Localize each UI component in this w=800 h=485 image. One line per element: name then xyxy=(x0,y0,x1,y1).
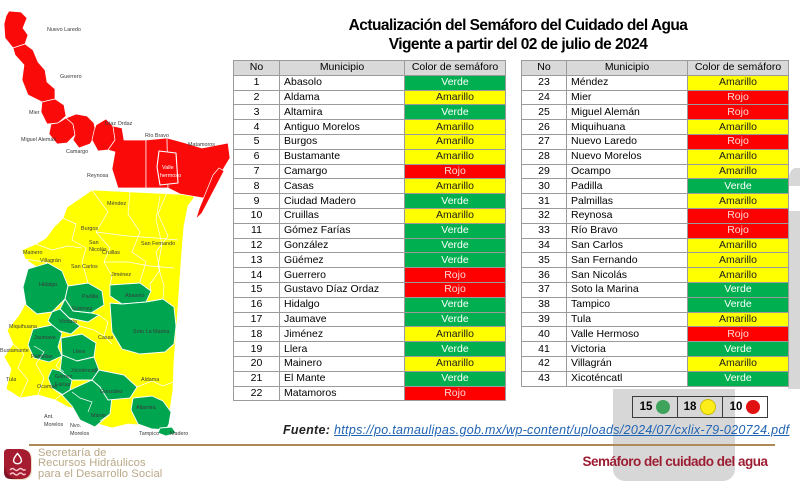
svg-text:González: González xyxy=(100,389,123,395)
svg-text:Farías: Farías xyxy=(55,382,71,388)
svg-text:Xicoténcatl: Xicoténcatl xyxy=(71,368,97,374)
svg-text:San Carlos: San Carlos xyxy=(71,264,98,270)
svg-text:Río Bravo: Río Bravo xyxy=(145,133,169,139)
svg-text:Güémez: Güémez xyxy=(72,306,93,312)
svg-text:Soto La Marina: Soto La Marina xyxy=(133,329,170,335)
svg-text:Casas: Casas xyxy=(98,335,114,341)
svg-text:Méndez: Méndez xyxy=(107,201,126,207)
svg-text:Tula: Tula xyxy=(6,377,16,383)
svg-text:Nuevo Laredo: Nuevo Laredo xyxy=(47,27,81,33)
svg-text:Guerrero: Guerrero xyxy=(60,74,82,80)
svg-text:Ocampo: Ocampo xyxy=(37,384,57,390)
svg-text:Hidalgo: Hidalgo xyxy=(39,282,57,288)
svg-text:Mante: Mante xyxy=(91,413,106,419)
svg-text:Gómez: Gómez xyxy=(55,374,73,380)
svg-text:Burgos: Burgos xyxy=(81,226,98,232)
svg-text:Bustamante: Bustamante xyxy=(0,348,29,354)
svg-text:Abasolo: Abasolo xyxy=(125,293,144,299)
svg-text:Matamoros: Matamoros xyxy=(188,142,215,148)
svg-text:Tampico: Tampico xyxy=(139,431,159,437)
svg-text:Jaumave: Jaumave xyxy=(34,335,56,341)
svg-text:Miquihuana: Miquihuana xyxy=(9,324,37,330)
svg-text:Altamira: Altamira xyxy=(136,405,156,411)
svg-text:Valle: Valle xyxy=(162,165,174,171)
svg-text:Victoria: Victoria xyxy=(59,319,77,325)
svg-text:Padilla: Padilla xyxy=(82,294,98,300)
svg-text:Reynosa: Reynosa xyxy=(87,173,108,179)
svg-text:Díaz Ordaz: Díaz Ordaz xyxy=(105,121,133,127)
svg-text:Mainero: Mainero xyxy=(23,250,42,256)
svg-text:Cruillas: Cruillas xyxy=(102,250,120,256)
svg-text:Palmillas: Palmillas xyxy=(31,354,53,360)
svg-text:Mier: Mier xyxy=(29,110,40,116)
svg-text:Villagrán: Villagrán xyxy=(40,258,61,264)
svg-text:Camargo: Camargo xyxy=(66,149,88,155)
svg-text:Nicolás: Nicolás xyxy=(89,247,107,253)
svg-text:Morelos: Morelos xyxy=(44,422,63,428)
svg-text:Miguel Alemán: Miguel Alemán xyxy=(21,137,56,143)
svg-text:Aldama: Aldama xyxy=(141,377,159,383)
svg-text:Llera: Llera xyxy=(73,349,85,355)
svg-text:San: San xyxy=(89,240,99,246)
svg-text:Morelos: Morelos xyxy=(70,431,89,437)
svg-text:Ant.: Ant. xyxy=(44,414,54,420)
svg-text:hermoso: hermoso xyxy=(160,173,181,179)
svg-text:Madero: Madero xyxy=(170,431,188,437)
svg-text:San Fernando: San Fernando xyxy=(141,241,175,247)
svg-text:Jiménez: Jiménez xyxy=(111,272,131,278)
svg-text:Nvo.: Nvo. xyxy=(70,423,81,429)
